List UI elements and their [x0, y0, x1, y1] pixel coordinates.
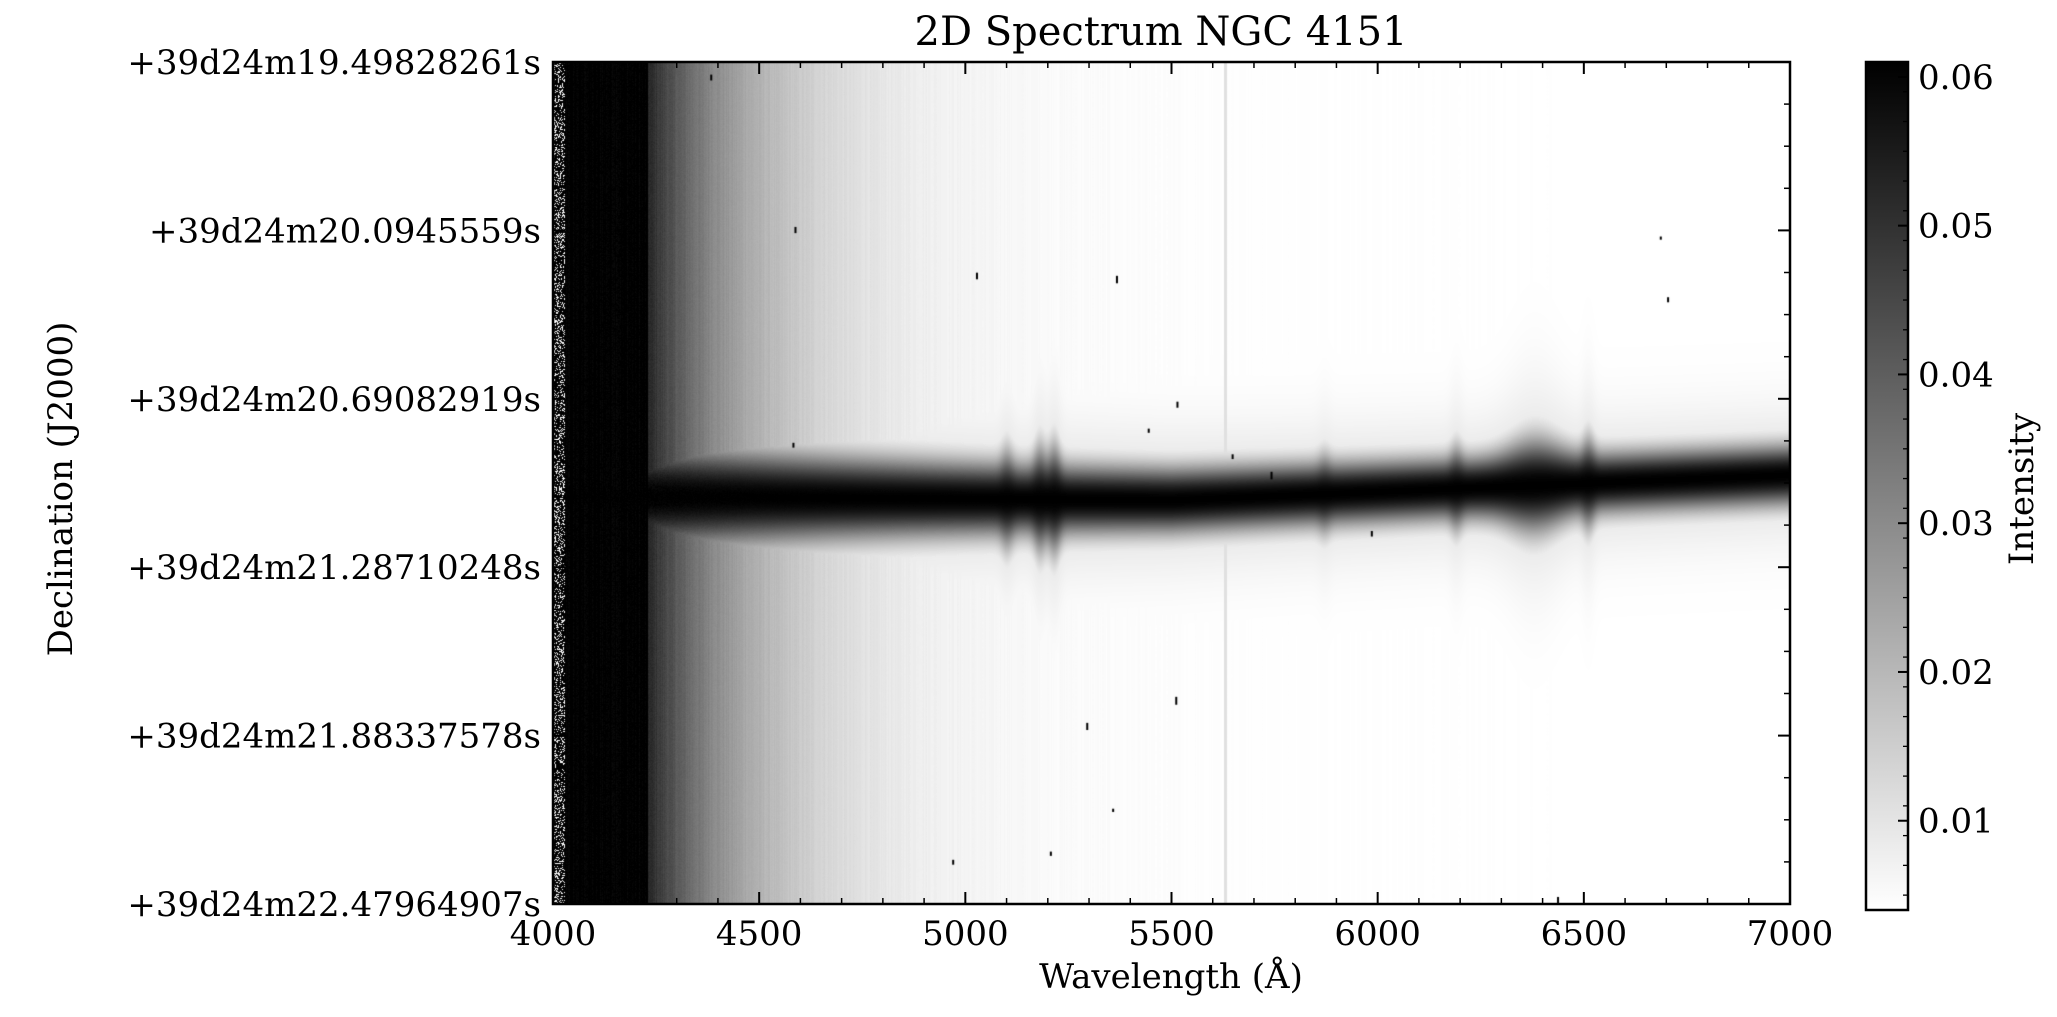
colorbar-tick-label: 0.05 — [1918, 207, 1994, 247]
x-tick-label: 5000 — [922, 914, 1009, 954]
y-tick-label: +39d24m22.47964907s — [127, 885, 541, 925]
x-tick-label: 6000 — [1334, 914, 1421, 954]
colorbar-ticks: 0.06 0.05 0.04 0.03 0.02 0.01 — [1898, 58, 1994, 896]
x-axis-label: Wavelength (Å) — [1039, 956, 1303, 997]
y-tick-label: +39d24m21.88337578s — [127, 717, 541, 757]
y-axis-label: Declination (J2000) — [41, 322, 81, 657]
y-tick-label: +39d24m20.69082919s — [127, 380, 541, 420]
x-tick-label: 6500 — [1541, 914, 1628, 954]
colorbar-label: Intensity — [2002, 412, 2042, 565]
colorbar-tick-label: 0.06 — [1918, 58, 1994, 98]
x-tick-label: 7000 — [1747, 914, 1834, 954]
spectrum-heatmap — [553, 62, 1790, 904]
colorbar-tick-label: 0.03 — [1918, 504, 1994, 544]
colorbar: 0.06 0.05 0.04 0.03 0.02 0.01 Intensity — [1864, 58, 2042, 912]
y-tick-label: +39d24m20.0945559s — [149, 211, 541, 251]
y-axis: +39d24m19.49828261s +39d24m20.0945559s +39… — [127, 43, 1790, 925]
x-tick-label: 4000 — [510, 914, 597, 954]
y-tick-label: +39d24m19.49828261s — [127, 43, 541, 83]
colorbar-tick-label: 0.04 — [1918, 355, 1994, 395]
colorbar-gradient — [1864, 60, 1910, 912]
x-axis: 4000 4500 5000 5500 6000 6500 7000 — [510, 62, 1834, 954]
spectrum-image — [553, 62, 1790, 904]
colorbar-tick-label: 0.01 — [1918, 802, 1994, 842]
x-tick-label: 5500 — [1128, 914, 1215, 954]
y-tick-label: +39d24m21.28710248s — [127, 548, 541, 588]
chart-title: 2D Spectrum NGC 4151 — [915, 9, 1408, 55]
colorbar-tick-label: 0.02 — [1918, 653, 1994, 693]
x-tick-label: 4500 — [716, 914, 803, 954]
